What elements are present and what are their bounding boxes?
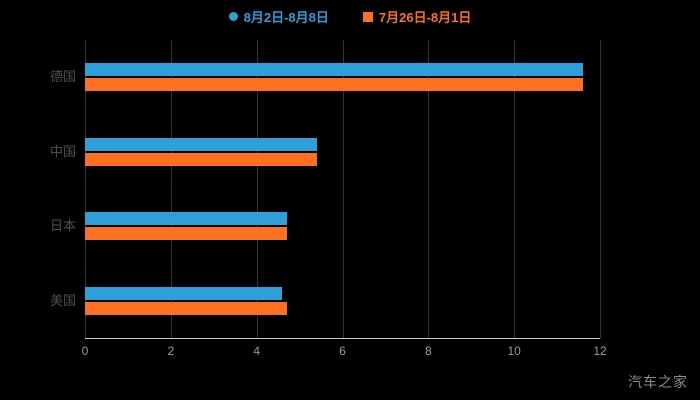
x-axis-tick-2: 2: [167, 344, 175, 358]
bar-8月2日-8月8日-美国[interactable]: [85, 286, 283, 300]
legend-marker-square: [362, 11, 373, 22]
legend-item-0[interactable]: 8月2日-8月8日: [228, 7, 329, 26]
gridline: [600, 40, 601, 338]
legend: 8月2日-8月8日 7月26日-8月1日: [0, 7, 700, 26]
legend-label: 7月26日-8月1日: [378, 10, 472, 25]
x-axis-tick-4: 4: [253, 344, 260, 358]
legend-marker-circle: [228, 12, 238, 21]
bar-7月26日-8月1日-美国[interactable]: [85, 301, 287, 315]
plot-area: [85, 40, 601, 339]
bar-group-中国: [85, 115, 600, 190]
bar-7月26日-8月1日-中国[interactable]: [85, 152, 317, 166]
x-axis-tick-0: 0: [81, 344, 89, 358]
legend-item-1[interactable]: 7月26日-8月1日: [362, 7, 472, 26]
bar-group-美国: [85, 264, 600, 339]
bar-group-德国: [85, 40, 600, 115]
x-axis-tick-10: 10: [507, 344, 521, 358]
y-axis-label-美国: 美国: [49, 292, 76, 308]
bar-8月2日-8月8日-中国[interactable]: [85, 137, 317, 151]
gridline: [85, 40, 86, 338]
x-axis-tick-8: 8: [424, 344, 432, 358]
y-axis-label-日本: 日本: [49, 218, 76, 234]
watermark: 汽车之家: [628, 374, 688, 390]
x-axis-tick-12: 12: [593, 344, 607, 358]
gridline: [256, 40, 258, 338]
bar-8月2日-8月8日-德国[interactable]: [85, 63, 583, 77]
gridline: [342, 40, 344, 338]
bar-group-日本: [85, 189, 600, 264]
y-axis-label-中国: 中国: [49, 143, 76, 159]
bar-7月26日-8月1日-日本[interactable]: [85, 227, 287, 241]
x-axis-tick-6: 6: [339, 344, 346, 358]
bar-8月2日-8月8日-日本[interactable]: [85, 212, 287, 226]
bar-7月26日-8月1日-德国[interactable]: [85, 78, 583, 92]
y-axis-label-德国: 德国: [49, 69, 76, 85]
gridline: [170, 40, 172, 338]
gridline: [428, 40, 430, 338]
legend-label: 8月2日-8月8日: [243, 10, 329, 25]
gridline: [514, 40, 516, 338]
